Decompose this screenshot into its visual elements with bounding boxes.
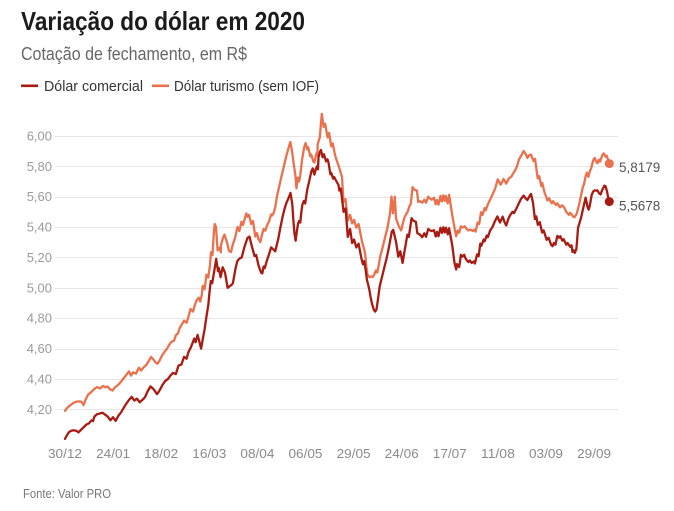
svg-text:Cotação de fechamento, em R$: Cotação de fechamento, em R$ [21,44,247,64]
svg-text:24/06: 24/06 [385,446,419,461]
svg-text:Dólar turismo (sem IOF): Dólar turismo (sem IOF) [174,78,319,95]
svg-text:5,80: 5,80 [27,159,52,174]
svg-text:08/04: 08/04 [240,446,274,461]
svg-text:4,60: 4,60 [27,341,52,356]
svg-text:17/07: 17/07 [433,446,467,461]
svg-text:16/03: 16/03 [192,446,226,461]
svg-text:Dólar comercial: Dólar comercial [44,78,143,95]
svg-text:5,8179: 5,8179 [619,160,660,175]
svg-text:03/09: 03/09 [529,446,563,461]
svg-text:29/05: 29/05 [337,446,371,461]
svg-text:5,60: 5,60 [27,189,52,204]
svg-text:06/05: 06/05 [289,446,323,461]
svg-text:6,00: 6,00 [27,128,52,143]
svg-text:30/12: 30/12 [48,446,82,461]
svg-text:5,40: 5,40 [27,220,52,235]
svg-text:29/09: 29/09 [577,446,611,461]
svg-text:24/01: 24/01 [96,446,130,461]
svg-text:11/08: 11/08 [481,446,515,461]
svg-text:5,5678: 5,5678 [619,199,660,214]
svg-text:5,00: 5,00 [27,280,52,295]
svg-text:4,20: 4,20 [27,402,52,417]
svg-text:4,80: 4,80 [27,311,52,326]
svg-text:5,20: 5,20 [27,250,52,265]
svg-text:18/02: 18/02 [144,446,178,461]
svg-text:Fonte: Valor PRO: Fonte: Valor PRO [23,486,111,501]
svg-text:Variação do dólar em 2020: Variação do dólar em 2020 [21,6,305,36]
svg-text:4,40: 4,40 [27,371,52,386]
